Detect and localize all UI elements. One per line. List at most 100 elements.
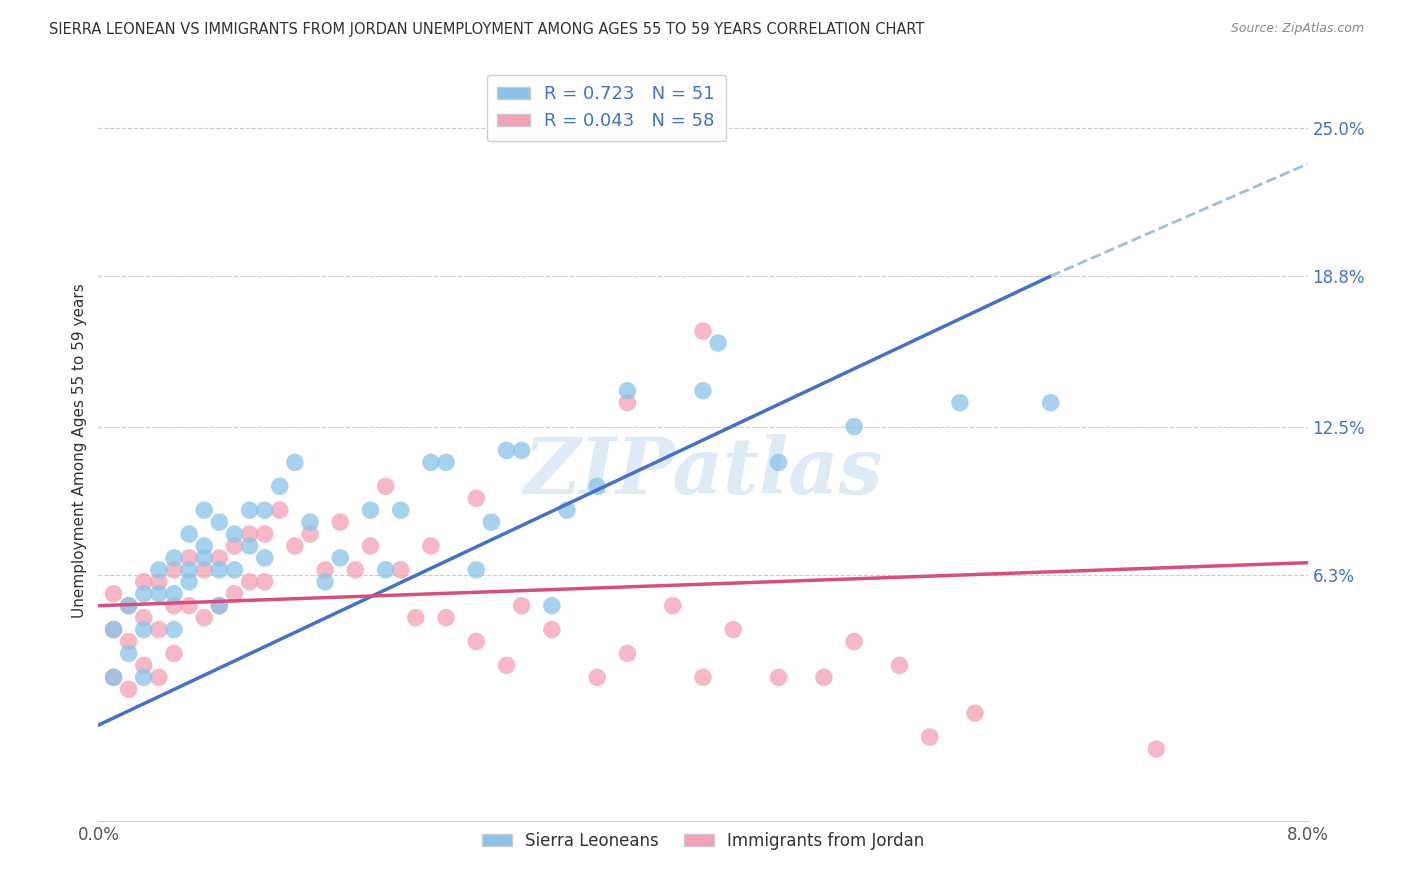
Point <box>163 587 186 601</box>
Point <box>208 550 231 565</box>
Point <box>434 610 457 624</box>
Point <box>269 503 291 517</box>
Point <box>434 455 457 469</box>
Point <box>616 395 638 409</box>
Point <box>768 455 790 469</box>
Point <box>813 670 835 684</box>
Legend: Sierra Leoneans, Immigrants from Jordan: Sierra Leoneans, Immigrants from Jordan <box>475 825 931 856</box>
Point <box>314 563 336 577</box>
Point <box>193 503 215 517</box>
Point <box>193 563 215 577</box>
Point <box>540 599 562 613</box>
Point <box>481 515 503 529</box>
Point <box>707 336 730 351</box>
Point <box>148 623 170 637</box>
Point <box>103 623 125 637</box>
Point <box>360 503 382 517</box>
Point <box>103 623 125 637</box>
Text: SIERRA LEONEAN VS IMMIGRANTS FROM JORDAN UNEMPLOYMENT AMONG AGES 55 TO 59 YEARS : SIERRA LEONEAN VS IMMIGRANTS FROM JORDAN… <box>49 22 925 37</box>
Point <box>768 670 790 684</box>
Point <box>118 647 141 661</box>
Point <box>163 647 186 661</box>
Point <box>692 324 714 338</box>
Point <box>692 670 714 684</box>
Point <box>148 563 170 577</box>
Point <box>420 455 443 469</box>
Point <box>420 539 443 553</box>
Point <box>103 670 125 684</box>
Point <box>616 384 638 398</box>
Point <box>208 599 231 613</box>
Point <box>132 574 155 589</box>
Point <box>465 634 488 648</box>
Point <box>103 587 125 601</box>
Point <box>118 599 141 613</box>
Point <box>510 599 533 613</box>
Point <box>465 491 488 506</box>
Point <box>965 706 987 721</box>
Point <box>495 658 517 673</box>
Point <box>1146 742 1168 756</box>
Point <box>224 563 246 577</box>
Point <box>239 574 262 589</box>
Point <box>208 599 231 613</box>
Point <box>586 670 609 684</box>
Point <box>299 515 322 529</box>
Point <box>844 419 866 434</box>
Point <box>224 587 246 601</box>
Point <box>193 550 215 565</box>
Point <box>179 599 201 613</box>
Point <box>179 574 201 589</box>
Point <box>118 599 141 613</box>
Point <box>163 599 186 613</box>
Point <box>555 503 578 517</box>
Point <box>253 574 276 589</box>
Point <box>103 670 125 684</box>
Point <box>889 658 911 673</box>
Point <box>163 550 186 565</box>
Text: ZIPatlas: ZIPatlas <box>523 434 883 511</box>
Point <box>208 563 231 577</box>
Point <box>224 527 246 541</box>
Point <box>360 539 382 553</box>
Point <box>1039 395 1062 409</box>
Point <box>179 527 201 541</box>
Point <box>224 539 246 553</box>
Point <box>239 539 262 553</box>
Y-axis label: Unemployment Among Ages 55 to 59 years: Unemployment Among Ages 55 to 59 years <box>72 283 87 618</box>
Point <box>132 670 155 684</box>
Point <box>193 539 215 553</box>
Point <box>118 634 141 648</box>
Point <box>148 574 170 589</box>
Point <box>253 503 276 517</box>
Point <box>163 563 186 577</box>
Point <box>284 539 307 553</box>
Point <box>239 527 262 541</box>
Point <box>148 670 170 684</box>
Point <box>132 610 155 624</box>
Point <box>299 527 322 541</box>
Point <box>148 587 170 601</box>
Point <box>374 479 396 493</box>
Point <box>374 563 396 577</box>
Point <box>132 658 155 673</box>
Point <box>389 503 412 517</box>
Point <box>329 550 352 565</box>
Point <box>132 623 155 637</box>
Point <box>193 610 215 624</box>
Point <box>661 599 683 613</box>
Point <box>132 587 155 601</box>
Text: Source: ZipAtlas.com: Source: ZipAtlas.com <box>1230 22 1364 36</box>
Point <box>239 503 262 517</box>
Point <box>329 515 352 529</box>
Point <box>540 623 562 637</box>
Point <box>389 563 412 577</box>
Point <box>284 455 307 469</box>
Point <box>844 634 866 648</box>
Point <box>253 550 276 565</box>
Point <box>118 682 141 697</box>
Point <box>616 647 638 661</box>
Point <box>179 563 201 577</box>
Point <box>179 550 201 565</box>
Point <box>344 563 367 577</box>
